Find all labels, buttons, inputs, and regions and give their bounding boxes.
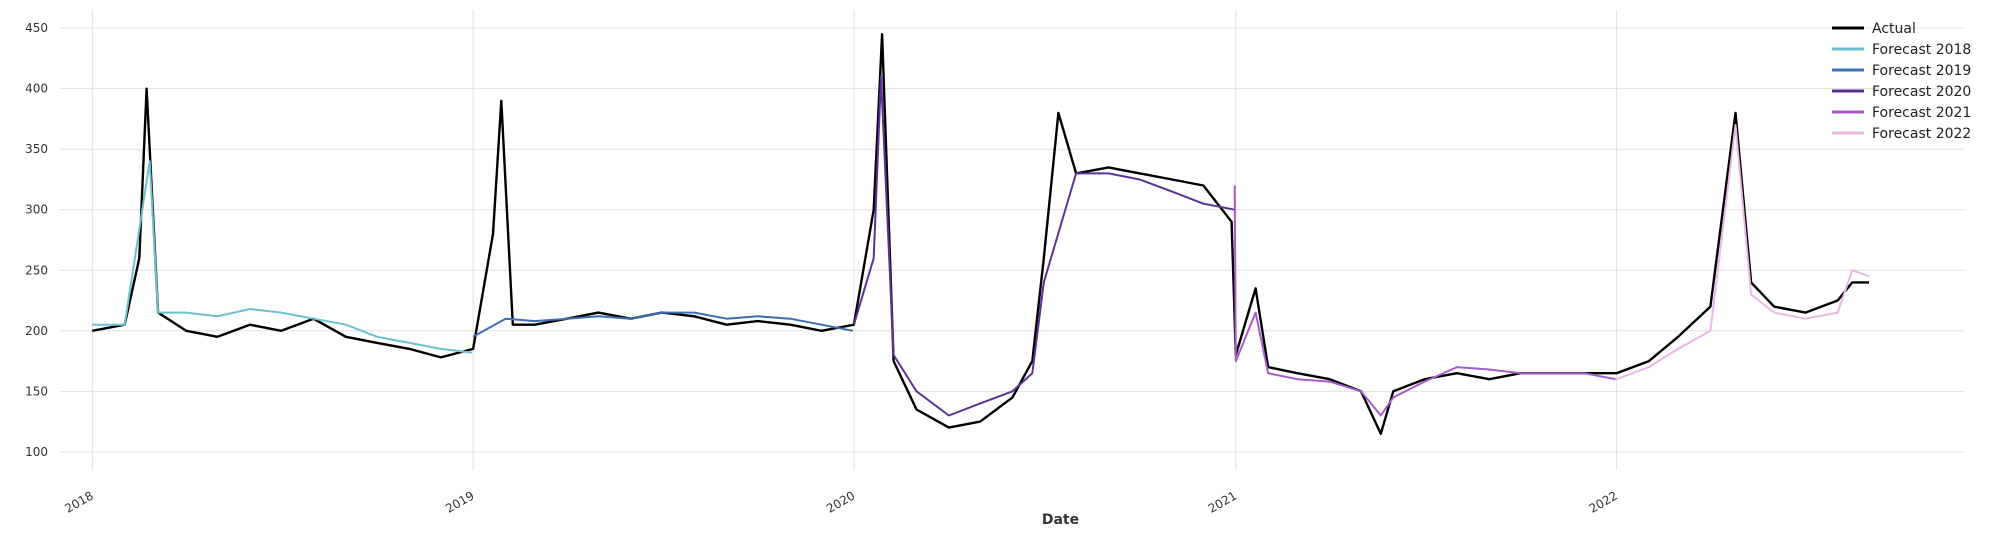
x-tick-label: 2018: [62, 488, 95, 515]
series-line-actual: [92, 33, 1869, 435]
series-line-forecast-2021: [1233, 185, 1616, 417]
x-axis-title: Date: [1042, 512, 1079, 528]
y-axis-ticks: 100 150 200 250 300 350 400 450: [25, 21, 48, 459]
x-tick-label: 2019: [443, 488, 476, 515]
x-tick-label: 2021: [1206, 488, 1239, 515]
y-tick-label: 250: [25, 263, 48, 277]
series-line-forecast-2022: [1616, 124, 1870, 381]
y-tick-label: 300: [25, 203, 48, 217]
y-tick-label: 150: [25, 384, 48, 398]
grid: [60, 10, 1965, 470]
legend-entry-label: Forecast 2020: [1872, 84, 1971, 100]
series-line-forecast-2020: [852, 75, 1235, 417]
x-axis-ticks: 2018 2019 2020 2021 2022: [62, 488, 1620, 515]
y-tick-label: 450: [25, 21, 48, 35]
legend: Actual Forecast 2018 Forecast 2019 Forecast…: [1832, 21, 1971, 142]
legend-entry-label: Forecast 2019: [1872, 63, 1971, 79]
y-tick-label: 200: [25, 324, 48, 338]
y-tick-label: 400: [25, 82, 48, 96]
x-tick-label: 2022: [1587, 488, 1620, 515]
legend-entry-label: Forecast 2018: [1872, 42, 1971, 58]
legend-entry-label: Actual: [1872, 21, 1916, 37]
y-tick-label: 350: [25, 142, 48, 156]
legend-entry-label: Forecast 2022: [1872, 126, 1971, 142]
legend-entry-label: Forecast 2021: [1872, 105, 1971, 121]
series-lines: [92, 33, 1870, 435]
series-line-forecast-2018: [92, 160, 473, 354]
x-tick-label: 2020: [824, 488, 857, 515]
y-tick-label: 100: [25, 445, 48, 459]
series-line-forecast-2019: [472, 311, 854, 338]
